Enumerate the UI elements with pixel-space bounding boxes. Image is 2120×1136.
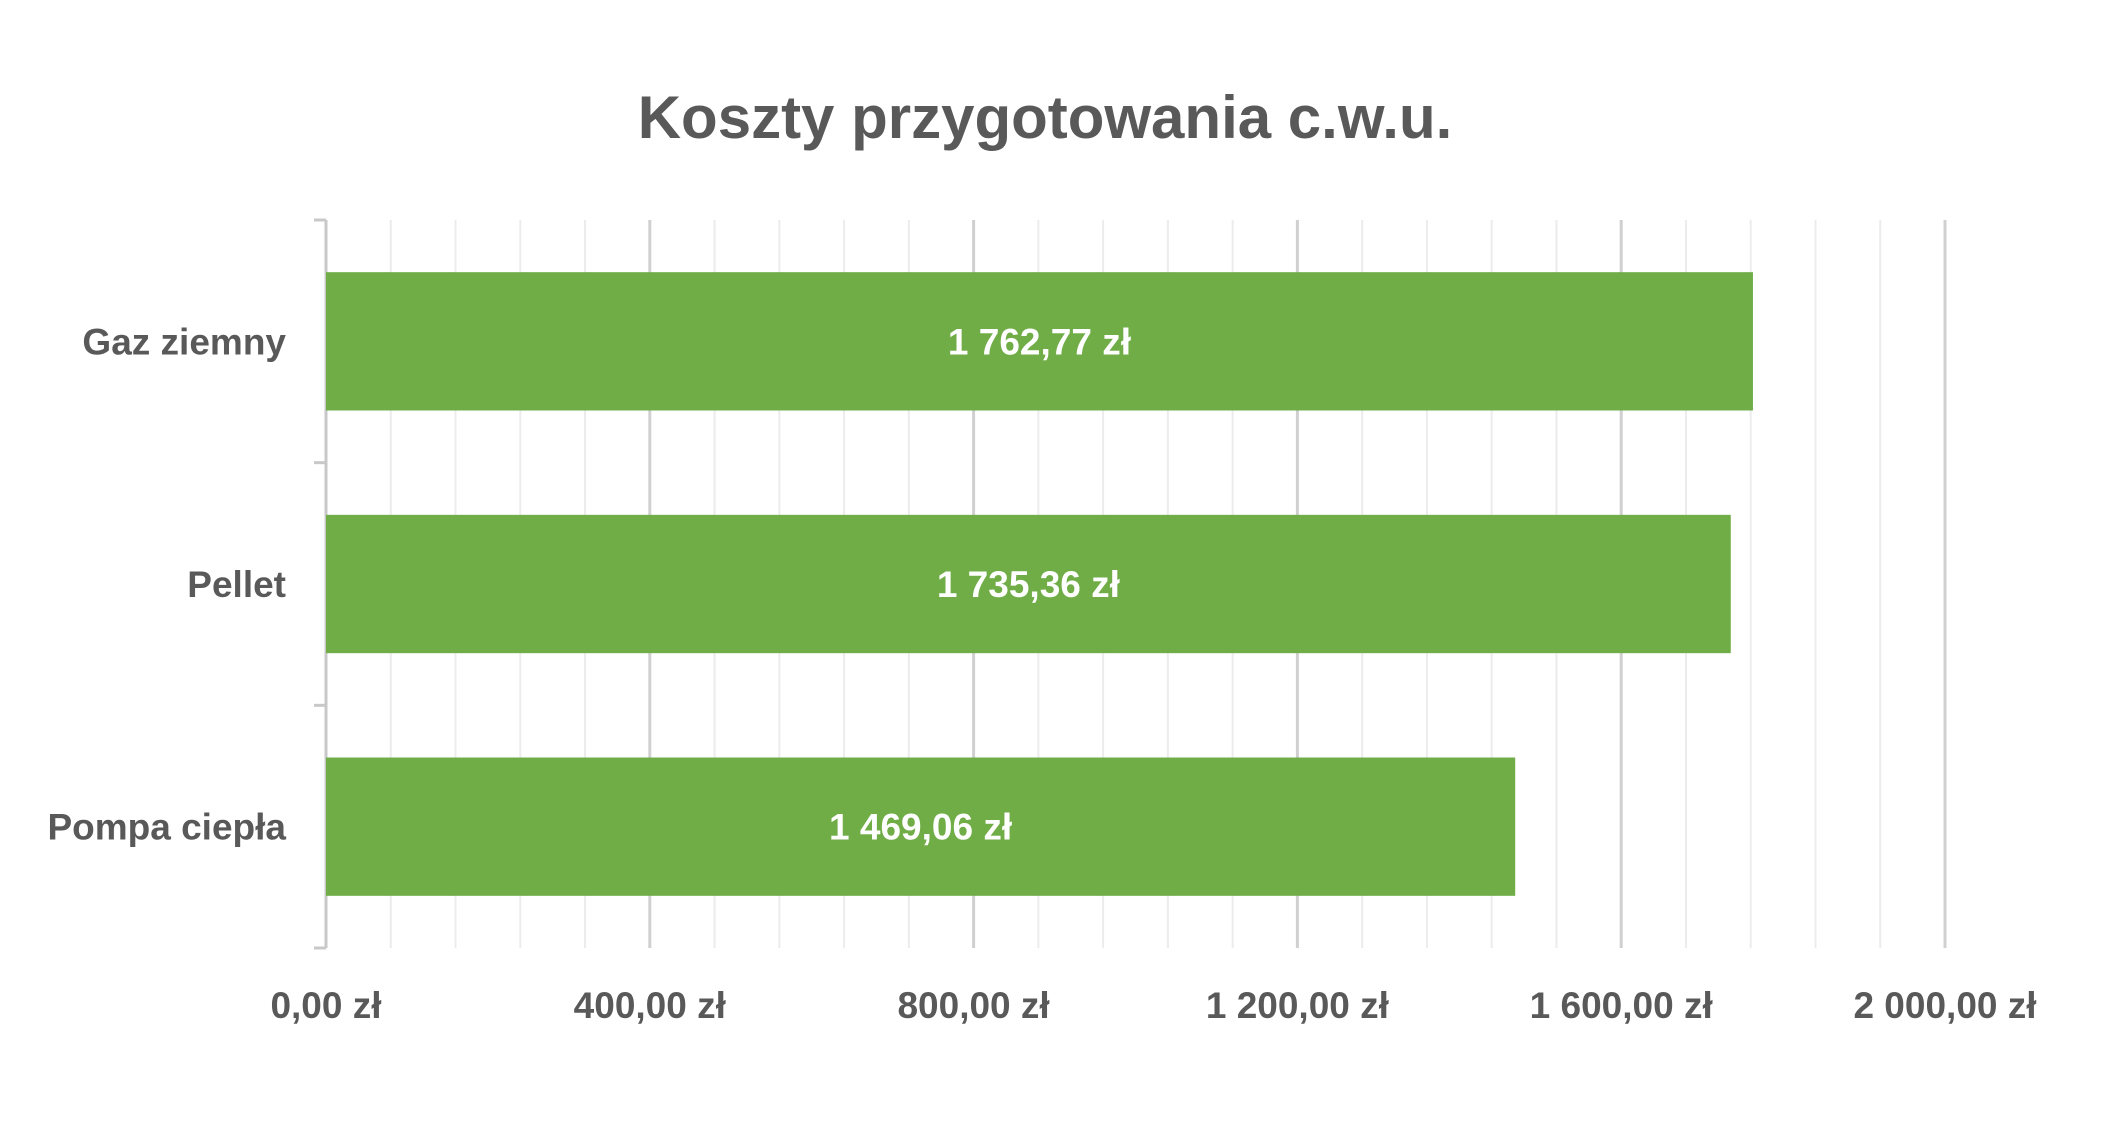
category-label-1: Pellet <box>187 564 286 605</box>
category-label-0: Gaz ziemny <box>82 321 286 362</box>
x-tick-label: 0,00 zł <box>270 985 381 1026</box>
x-tick-label: 1 600,00 zł <box>1530 985 1713 1026</box>
data-labels: 1 762,77 zł 1 735,36 zł 1 469,06 zł <box>829 321 1131 847</box>
data-label-0: 1 762,77 zł <box>948 321 1131 362</box>
x-tick-label: 400,00 zł <box>574 985 726 1026</box>
category-labels: Gaz ziemny Pellet Pompa ciepła <box>47 321 286 847</box>
bar-1 <box>326 514 1731 654</box>
x-tick-label: 2 000,00 zł <box>1853 985 2036 1026</box>
x-tick-label: 800,00 zł <box>897 985 1049 1026</box>
category-label-2: Pompa ciepła <box>47 807 286 848</box>
chart-title: Koszty przygotowania c.w.u. <box>638 84 1453 151</box>
category-axis <box>314 218 328 950</box>
bar-2 <box>326 757 1516 896</box>
x-tick-label: 1 200,00 zł <box>1206 985 1389 1026</box>
bars <box>326 272 1753 896</box>
data-label-1: 1 735,36 zł <box>937 564 1120 605</box>
x-axis-tick-labels: 0,00 zł 400,00 zł 800,00 zł 1 200,00 zł 1 60… <box>270 985 2036 1026</box>
bar-0 <box>326 272 1753 411</box>
data-label-2: 1 469,06 zł <box>829 807 1012 848</box>
